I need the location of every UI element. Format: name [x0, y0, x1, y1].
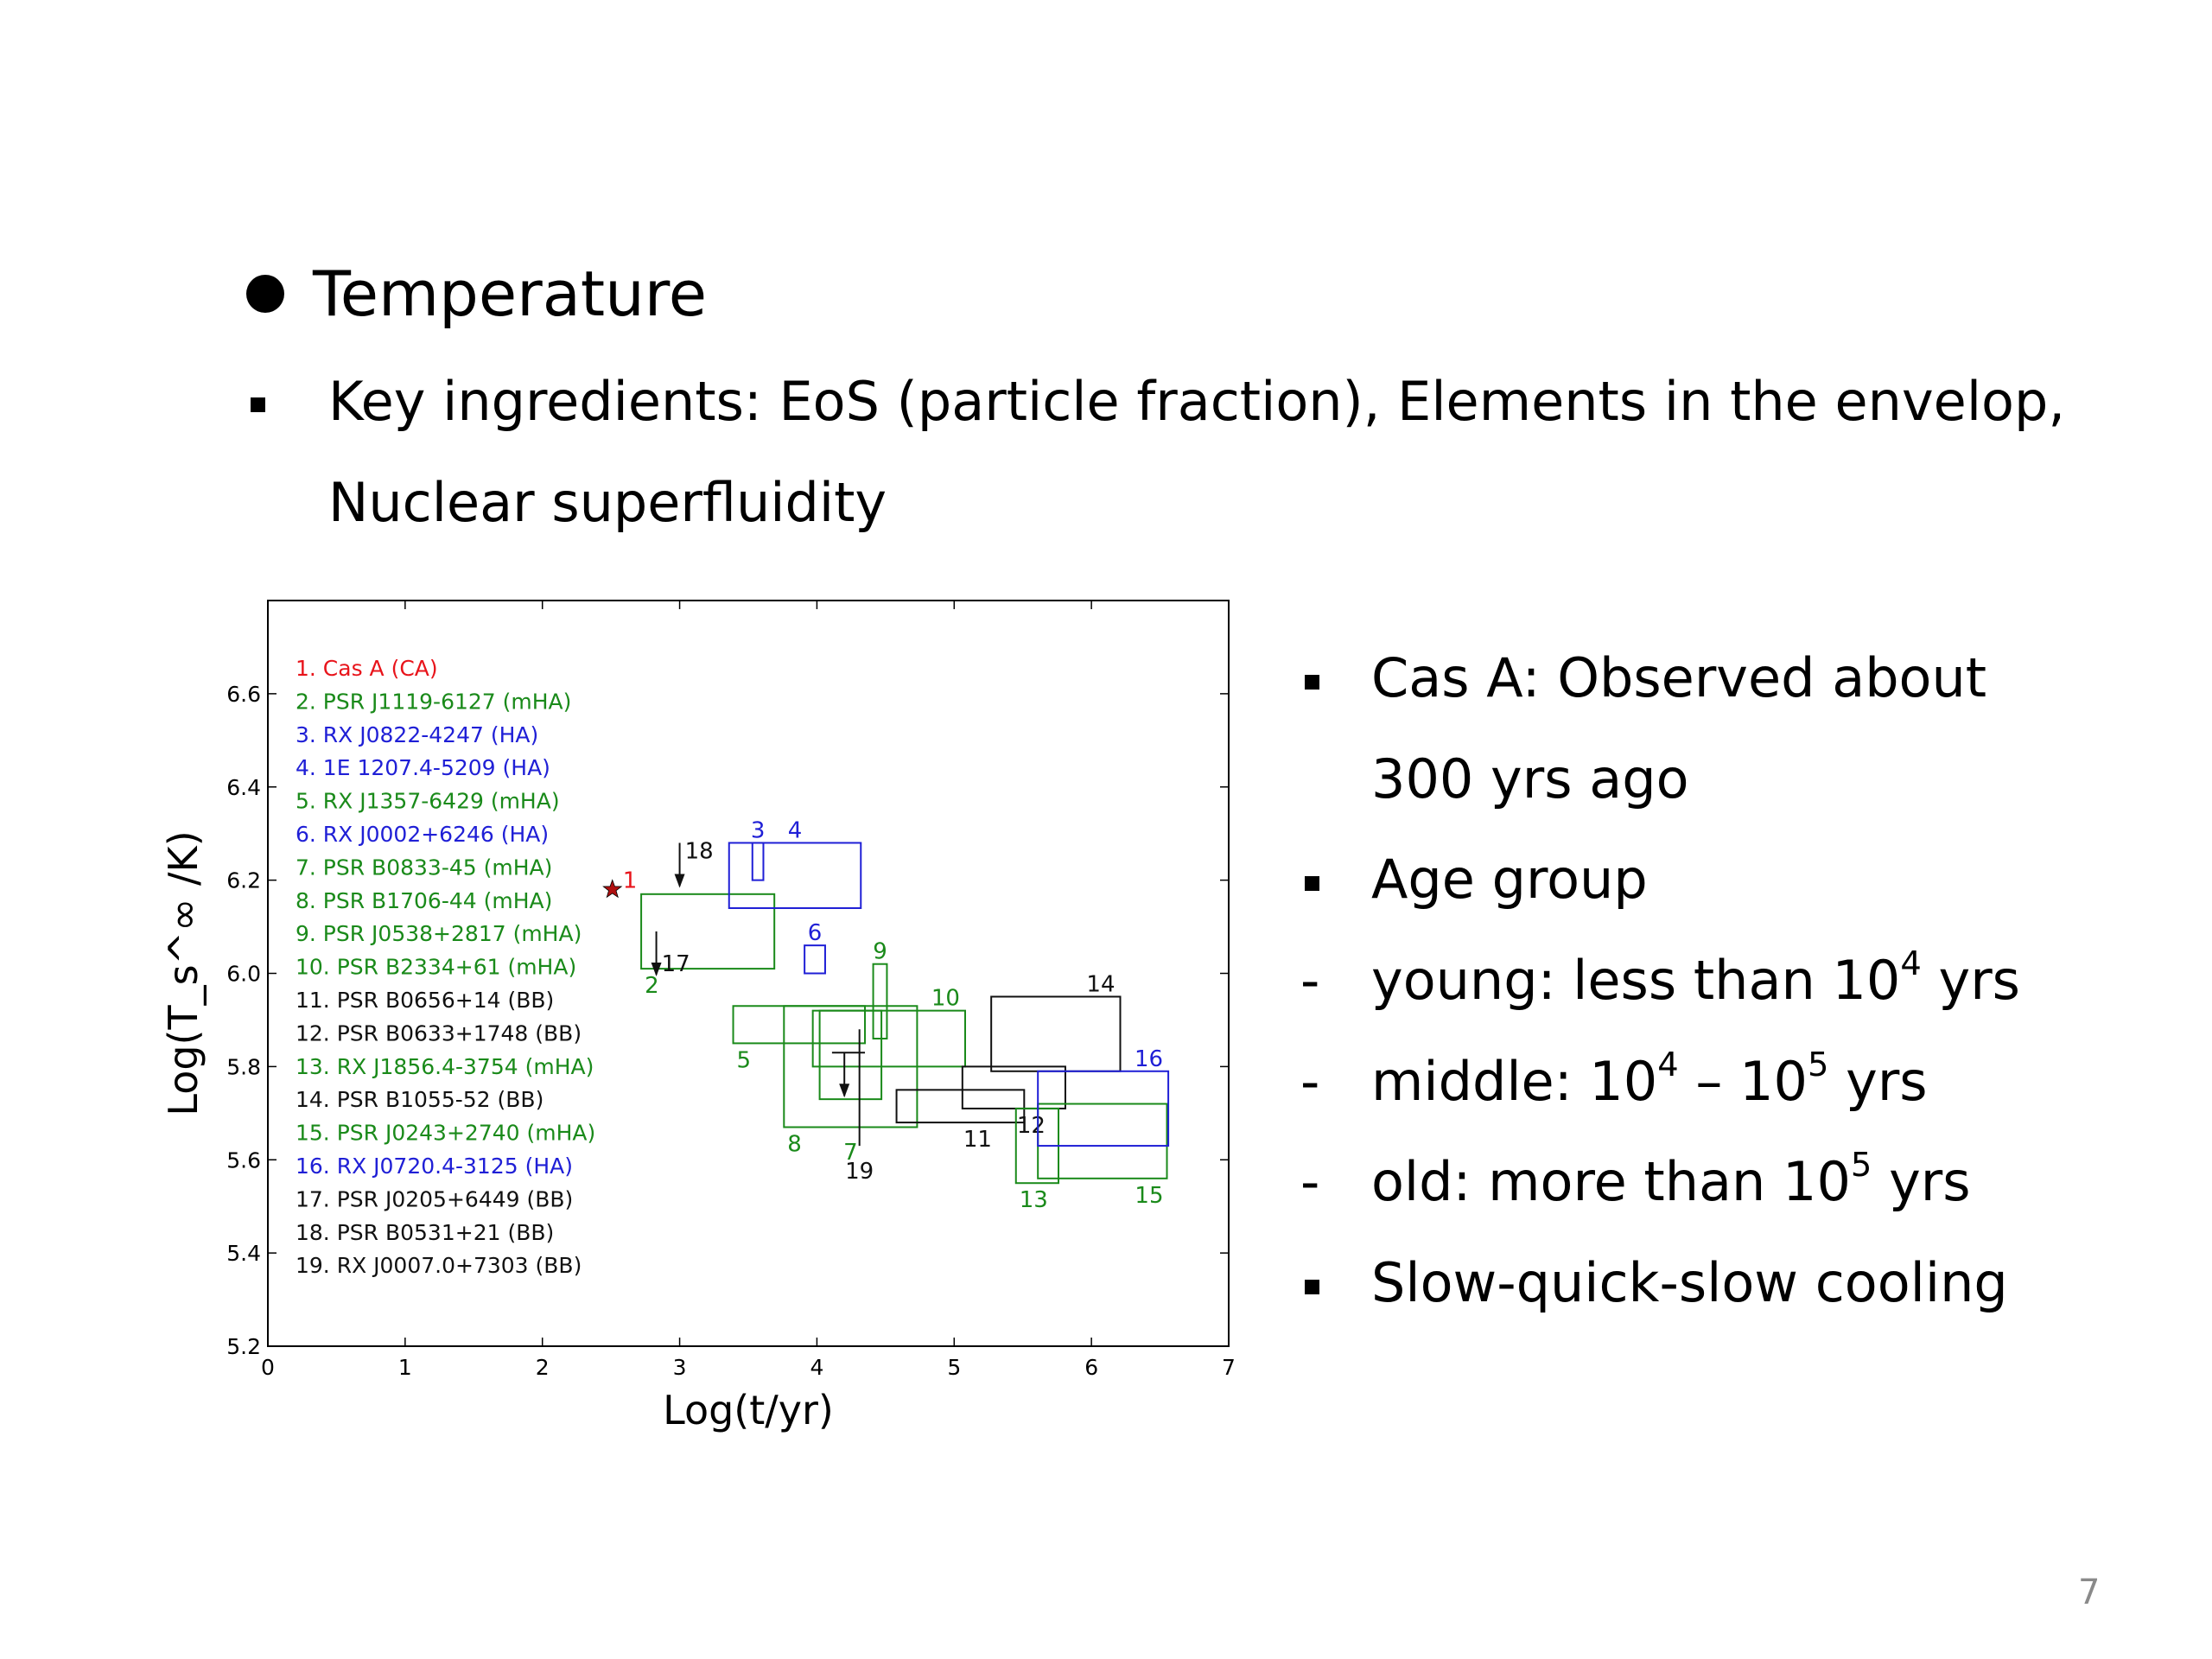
- legend-entry: 14. PSR B1055-52 (BB): [296, 1087, 543, 1112]
- y-tick-label: 5.2: [226, 1334, 261, 1359]
- legend-entry: 6. RX J0002+6246 (HA): [296, 822, 549, 847]
- x-tick-label: 1: [398, 1355, 412, 1380]
- x-tick-label: 5: [947, 1355, 961, 1380]
- legend-entry: 18. PSR B0531+21 (BB): [296, 1220, 554, 1245]
- legend-entry: 2. PSR J1119-6127 (mHA): [296, 689, 571, 714]
- heading-bullet-icon: [246, 275, 284, 313]
- box-label: 2: [645, 973, 659, 999]
- cross-label: 19: [845, 1159, 874, 1185]
- y-tick-label: 6.6: [226, 682, 261, 707]
- legend-entry: 9. PSR J0538+2817 (mHA): [296, 921, 582, 946]
- dash-bullet-icon: -: [1300, 1150, 1320, 1213]
- legend-entry: 5. RX J1357-6429 (mHA): [296, 789, 560, 814]
- arrow-head-icon: [839, 1084, 850, 1098]
- box-label: 3: [751, 817, 766, 843]
- slide-heading: Temperature: [313, 257, 708, 330]
- error-box-14: [990, 995, 1122, 1072]
- error-box-15: [1037, 1103, 1168, 1179]
- legend-entry: 12. PSR B0633+1748 (BB): [296, 1020, 582, 1046]
- right-list-item: old: more than 105 yrs: [1371, 1146, 1971, 1213]
- right-list-item: Age group: [1371, 848, 1648, 911]
- subbullet-line-2: Nuclear superfluidity: [328, 471, 887, 534]
- box-label: 5: [737, 1047, 752, 1073]
- square-bullet-icon: [251, 397, 265, 412]
- y-axis-label: Log(T_s^∞ /K): [160, 830, 207, 1116]
- error-box-16: [1037, 1070, 1170, 1147]
- arrow-head-icon: [651, 962, 662, 976]
- legend-entry: 7. PSR B0833-45 (mHA): [296, 855, 552, 880]
- y-tick-label: 5.8: [226, 1054, 261, 1079]
- box-label: 15: [1135, 1183, 1163, 1209]
- error-box-7: [818, 1009, 883, 1101]
- y-tick-label: 6.0: [226, 962, 261, 987]
- legend-entry: 11. PSR B0656+14 (BB): [296, 988, 554, 1013]
- box-label: 4: [788, 817, 803, 843]
- cooling-chart: 0 1 2 3 4 5 6 75.25.45.65.86.06.26.46.6Log(t/yr…: [160, 600, 1236, 1433]
- x-tick-label: 4: [810, 1355, 823, 1380]
- box-label: 8: [787, 1131, 802, 1157]
- error-box-11: [895, 1089, 1026, 1124]
- legend-entry: 15. PSR J0243+2740 (mHA): [296, 1121, 595, 1146]
- right-list-item: 300 yrs ago: [1371, 747, 1689, 810]
- box-label: 6: [808, 920, 823, 946]
- error-box-3: [751, 842, 765, 881]
- legend-entry: 1. Cas A (CA): [296, 656, 438, 681]
- right-list-item: young: less than 104 yrs: [1371, 944, 2020, 1012]
- page-number: 7: [2078, 1573, 2101, 1612]
- error-box-10: [811, 1009, 966, 1068]
- legend-entry: 3. RX J0822-4247 (HA): [296, 722, 538, 747]
- error-box-9: [872, 963, 888, 1040]
- square-bullet-icon: [1305, 1280, 1319, 1294]
- arrow-head-icon: [674, 874, 685, 888]
- x-tick-label: 3: [673, 1355, 687, 1380]
- arrow-label: 18: [685, 838, 714, 864]
- box-label: 10: [931, 986, 960, 1012]
- subbullet-line-1: Key ingredients: EoS (particle fraction)…: [328, 370, 2066, 433]
- y-tick-label: 6.2: [226, 868, 261, 893]
- error-box-12: [961, 1065, 1066, 1109]
- y-tick-label: 6.4: [226, 775, 261, 800]
- legend-entry: 16. RX J0720.4-3125 (HA): [296, 1154, 573, 1179]
- box-label: 11: [963, 1127, 992, 1153]
- legend-entry: 19. RX J0007.0+7303 (BB): [296, 1253, 582, 1278]
- x-tick-label: 6: [1084, 1355, 1098, 1380]
- error-box-4: [728, 842, 862, 909]
- legend-entry: 4. 1E 1207.4-5209 (HA): [296, 755, 550, 780]
- x-tick-label: 0: [261, 1355, 275, 1380]
- legend-entry: 13. RX J1856.4-3754 (mHA): [296, 1054, 594, 1079]
- legend-entry: 8. PSR B1706-44 (mHA): [296, 888, 552, 913]
- x-tick-label: 2: [536, 1355, 550, 1380]
- y-tick-label: 5.4: [226, 1241, 261, 1266]
- x-axis-label: Log(t/yr): [663, 1387, 834, 1433]
- error-box-2: [640, 893, 776, 970]
- square-bullet-icon: [1305, 675, 1319, 690]
- box-label: 9: [873, 939, 887, 965]
- y-tick-label: 5.6: [226, 1147, 261, 1173]
- error-box-5: [732, 1005, 867, 1045]
- box-label: 12: [1017, 1113, 1046, 1139]
- box-label: 14: [1086, 971, 1115, 997]
- x-tick-label: 7: [1222, 1355, 1236, 1380]
- right-list-item: Slow-quick-slow cooling: [1371, 1251, 2008, 1314]
- square-bullet-icon: [1305, 876, 1319, 891]
- box-label: 7: [843, 1140, 858, 1166]
- dash-bullet-icon: -: [1300, 1050, 1320, 1113]
- cas-a-star-icon: [602, 879, 623, 899]
- box-label: 16: [1135, 1046, 1163, 1072]
- dash-bullet-icon: -: [1300, 949, 1320, 1012]
- right-list-item: middle: 104 – 105 yrs: [1371, 1046, 1928, 1113]
- error-box-6: [804, 944, 826, 975]
- star-label: 1: [623, 868, 638, 893]
- box-label: 13: [1020, 1187, 1048, 1213]
- legend-entry: 10. PSR B2334+61 (mHA): [296, 955, 576, 980]
- legend-entry: 17. PSR J0205+6449 (BB): [296, 1186, 573, 1211]
- arrow-label: 17: [662, 951, 690, 977]
- right-list-item: Cas A: Observed about: [1371, 646, 1987, 709]
